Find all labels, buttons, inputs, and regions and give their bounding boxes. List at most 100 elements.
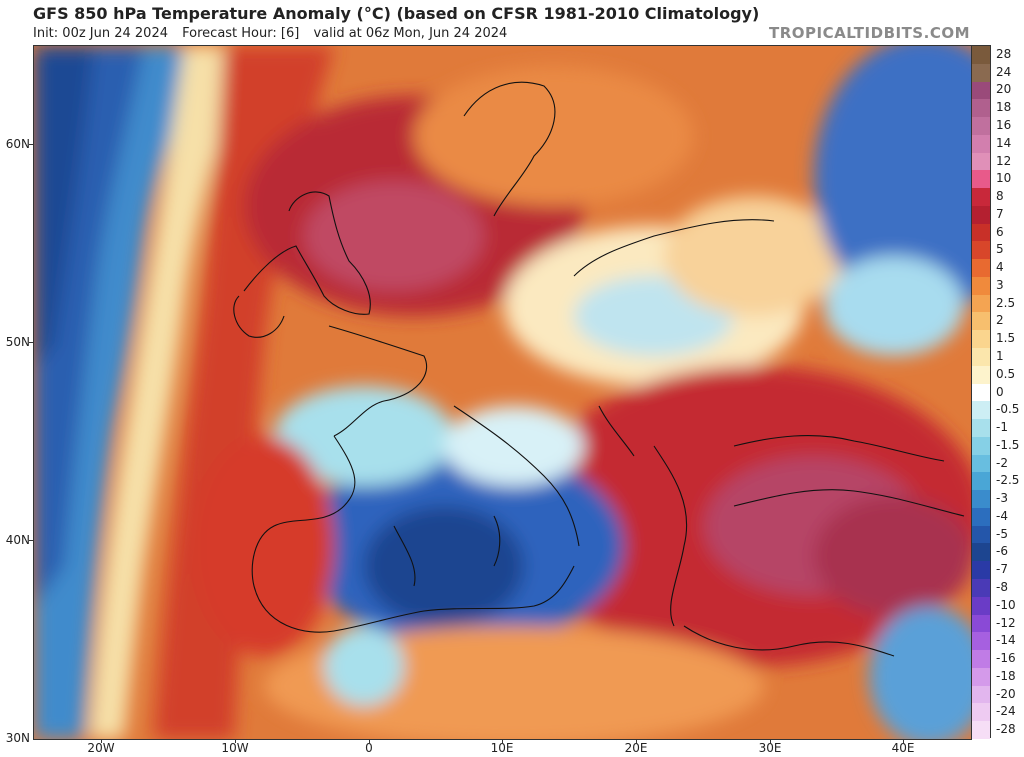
lon-label-40e: 40E xyxy=(891,741,915,755)
colorbar-label: -28 xyxy=(996,722,1016,737)
colorbar-label: -0.5 xyxy=(996,402,1020,417)
colorbar-label: -1 xyxy=(996,420,1008,435)
colorbar-label: 28 xyxy=(996,46,1012,61)
colorbar-swatch xyxy=(972,454,990,473)
lat-label-50n: 50N xyxy=(5,335,30,349)
lon-tick xyxy=(502,739,503,743)
colorbar-swatch xyxy=(972,650,990,668)
colorbar-label: -6 xyxy=(996,544,1008,559)
colorbar-swatch xyxy=(972,81,990,100)
colorbar-label: 5 xyxy=(996,242,1004,257)
map-subtitle: Init: 00z Jun 24 2024 Forecast Hour: [6]… xyxy=(33,26,517,41)
lat-label-40n: 40N xyxy=(5,533,30,547)
colorbar-label: -16 xyxy=(996,651,1016,666)
colorbar-label: 0.5 xyxy=(996,366,1016,381)
colorbar-swatch xyxy=(972,401,990,420)
colorbar-swatch xyxy=(972,312,990,331)
colorbar-label: -14 xyxy=(996,633,1016,648)
anomaly-map xyxy=(33,45,972,740)
colorbar-label: 2 xyxy=(996,313,1004,328)
map-title: GFS 850 hPa Temperature Anomaly (°C) (ba… xyxy=(33,4,760,23)
site-brand: TROPICALTIDBITS.COM xyxy=(769,24,970,42)
colorbar-label: 16 xyxy=(996,117,1012,132)
lon-label-10e: 10E xyxy=(490,741,514,755)
colorbar-swatch xyxy=(972,525,990,544)
colorbar-swatch xyxy=(972,383,990,402)
colorbar-swatch xyxy=(972,241,990,260)
colorbar-label: 4 xyxy=(996,260,1004,275)
colorbar-swatch xyxy=(972,259,990,277)
colorbar-label: -3 xyxy=(996,491,1008,506)
valid-time: valid at 06z Mon, Jun 24 2024 xyxy=(313,26,508,41)
anomaly-field xyxy=(34,46,971,739)
lon-tick xyxy=(235,739,236,743)
colorbar-swatch xyxy=(972,721,990,739)
lon-tick xyxy=(369,739,370,743)
colorbar-swatch xyxy=(972,578,990,597)
colorbar-label: -10 xyxy=(996,597,1016,612)
colorbar-label: 1 xyxy=(996,348,1004,363)
colorbar-label: 24 xyxy=(996,64,1012,79)
colorbar-swatch xyxy=(972,223,990,242)
colorbar xyxy=(971,45,991,739)
colorbar-swatch xyxy=(972,205,990,224)
colorbar-swatch xyxy=(972,134,990,153)
colorbar-label: 10 xyxy=(996,171,1012,186)
colorbar-swatch xyxy=(972,152,990,171)
colorbar-label: -12 xyxy=(996,615,1016,630)
lon-label-30e: 30E xyxy=(758,741,782,755)
colorbar-label: 18 xyxy=(996,100,1012,115)
colorbar-swatch xyxy=(972,685,990,704)
colorbar-swatch xyxy=(972,543,990,562)
coastlines xyxy=(233,81,965,657)
lon-label-20e: 20E xyxy=(624,741,648,755)
colorbar-swatch xyxy=(972,507,990,526)
colorbar-label: 12 xyxy=(996,153,1012,168)
lon-tick xyxy=(101,739,102,743)
colorbar-swatch xyxy=(972,330,990,349)
lon-tick xyxy=(770,739,771,743)
colorbar-label: -24 xyxy=(996,704,1016,719)
colorbar-label: 14 xyxy=(996,135,1012,150)
lat-tick xyxy=(29,540,33,541)
lon-label-0: 0 xyxy=(365,741,373,755)
colorbar-swatch xyxy=(972,117,990,135)
colorbar-label: -2 xyxy=(996,455,1008,470)
lat-label-30n: 30N xyxy=(5,731,30,745)
lat-label-60n: 60N xyxy=(5,137,30,151)
colorbar-swatch xyxy=(972,703,990,722)
colorbar-swatch xyxy=(972,419,990,437)
colorbar-swatch xyxy=(972,632,990,651)
lon-tick xyxy=(903,739,904,743)
colorbar-label: 6 xyxy=(996,224,1004,239)
colorbar-label: 8 xyxy=(996,189,1004,204)
colorbar-label: -7 xyxy=(996,562,1008,577)
colorbar-label: -8 xyxy=(996,579,1008,594)
forecast-hour: Forecast Hour: [6] xyxy=(182,26,300,41)
colorbar-label: -1.5 xyxy=(996,437,1020,452)
colorbar-swatch xyxy=(972,561,990,579)
colorbar-label: -5 xyxy=(996,526,1008,541)
colorbar-swatch xyxy=(972,170,990,189)
colorbar-swatch xyxy=(972,436,990,455)
colorbar-swatch xyxy=(972,276,990,295)
colorbar-label: -2.5 xyxy=(996,473,1020,488)
colorbar-swatch xyxy=(972,188,990,206)
colorbar-swatch xyxy=(972,63,990,82)
colorbar-swatch xyxy=(972,294,990,313)
lon-tick xyxy=(636,739,637,743)
colorbar-swatch xyxy=(972,99,990,118)
colorbar-swatch xyxy=(972,490,990,508)
colorbar-label: 3 xyxy=(996,277,1004,292)
init-time: Init: 00z Jun 24 2024 xyxy=(33,26,168,41)
colorbar-swatch xyxy=(972,46,990,64)
colorbar-swatch xyxy=(972,365,990,384)
colorbar-label: -18 xyxy=(996,668,1016,683)
colorbar-swatch xyxy=(972,614,990,633)
colorbar-swatch xyxy=(972,348,990,366)
lon-label-10w: 10W xyxy=(221,741,249,755)
colorbar-label: 1.5 xyxy=(996,331,1016,346)
colorbar-label: -4 xyxy=(996,508,1008,523)
colorbar-label: 20 xyxy=(996,82,1012,97)
colorbar-label: 0 xyxy=(996,384,1004,399)
